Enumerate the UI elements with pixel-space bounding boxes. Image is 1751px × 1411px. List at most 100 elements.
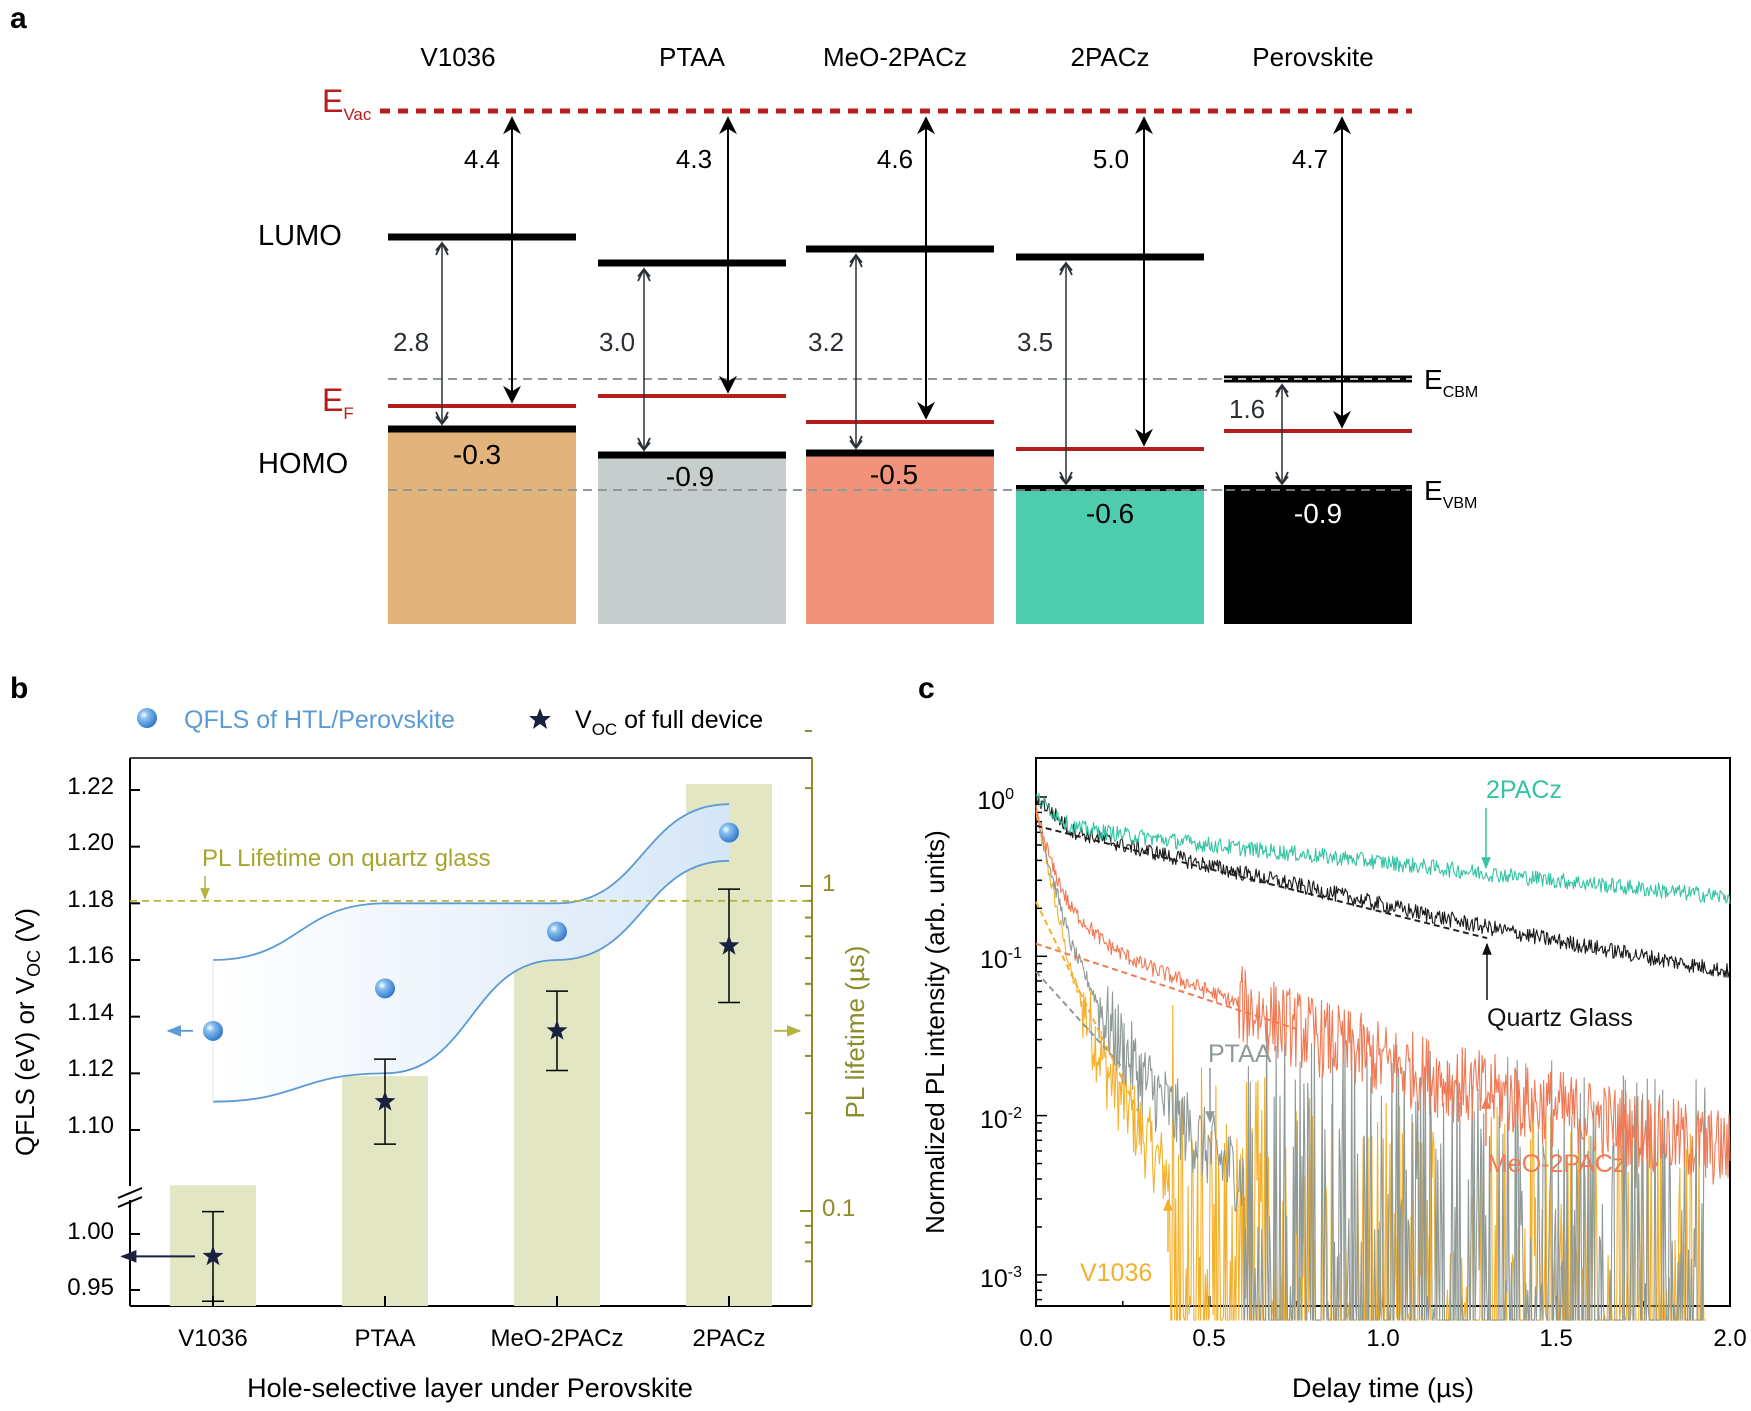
- band-box-v1036: [388, 428, 576, 624]
- fit-ptaa: [1035, 971, 1124, 1069]
- trace-label-2pacz: 2PACz: [1486, 776, 1562, 804]
- category-label-2pacz: 2PACz: [693, 1325, 766, 1352]
- pl-quartz-label: PL Lifetime on quartz glass: [202, 845, 491, 872]
- y-tick-10e0: 100: [977, 786, 1014, 815]
- y-tick-10e-1: 10-1: [980, 945, 1022, 974]
- right-tick-0-1: 0.1: [822, 1195, 855, 1222]
- panel-c-plot-area: [1035, 793, 1731, 1321]
- legend-qfls-text: QFLS of HTL/Perovskite: [184, 706, 455, 734]
- fit-meo-2pacz: [1035, 942, 1297, 1030]
- trace-label-quartz: Quartz Glass: [1487, 1004, 1633, 1032]
- panel-a: a V1036 PTAA MeO-2PACz 2PACz Perovskite …: [10, 2, 1478, 624]
- panel-b-left-axis-title: QFLS (eV) or VOC (V): [10, 908, 44, 1156]
- qfls-marker: [719, 822, 739, 843]
- ef-label: EF: [322, 382, 354, 423]
- left-tick-1-10: 1.10: [67, 1112, 114, 1139]
- wf-value-ptaa: 4.3: [676, 144, 712, 174]
- fit-v1036: [1035, 901, 1141, 1117]
- band-box-perovskite: [1224, 488, 1412, 624]
- x-tick-2-0: 2.0: [1713, 1325, 1746, 1352]
- trace-2pacz: [1035, 793, 1731, 904]
- trace-label-meo: MeO-2PACz: [1487, 1150, 1625, 1178]
- left-tick-0-95: 0.95: [67, 1274, 114, 1301]
- ecbm-label: ECBM: [1424, 364, 1478, 401]
- panel-b-x-axis-title: Hole-selective layer under Perovskite: [247, 1373, 693, 1403]
- evac-label: EVac: [322, 83, 372, 124]
- x-tick-1-5: 1.5: [1539, 1325, 1572, 1352]
- category-label-meo-2pacz: MeO-2PACz: [491, 1325, 624, 1352]
- wf-value-2pacz: 5.0: [1093, 144, 1129, 174]
- panel-c-label: c: [918, 672, 935, 705]
- x-tick-0-5: 0.5: [1192, 1325, 1225, 1352]
- voc-star-marker: [546, 1019, 568, 1040]
- trace-label-ptaa: PTAA: [1208, 1040, 1272, 1068]
- left-tick-1-14: 1.14: [67, 999, 114, 1026]
- qfls-band-lower: [212, 859, 730, 1103]
- qfls-marker: [547, 921, 567, 942]
- gap-value-meo-2pacz: 3.2: [808, 327, 844, 357]
- voc-star-marker: [202, 1245, 224, 1266]
- gap-value-v1036: 2.8: [393, 327, 429, 357]
- voc-star-marker: [718, 934, 740, 955]
- lumo-label: LUMO: [258, 220, 342, 252]
- band-box-meo-2pacz: [806, 454, 994, 624]
- panel-c-y-axis-title: Normalized PL intensity (arb. units): [920, 830, 950, 1234]
- y-tick-10e-3: 10-3: [980, 1264, 1022, 1293]
- material-label-2pacz: 2PACz: [1071, 42, 1150, 72]
- panel-c-x-axis-title: Delay time (µs): [1292, 1373, 1474, 1403]
- x-tick-0-0: 0.0: [1019, 1325, 1052, 1352]
- lifetime-bar: [514, 908, 600, 1306]
- offset-value-perovskite: -0.9: [1294, 498, 1342, 529]
- legend-voc-marker: [529, 708, 551, 729]
- voc-star-marker: [374, 1090, 396, 1111]
- offset-value-ptaa: -0.9: [666, 461, 714, 492]
- axis-break-mark-1: [117, 1187, 143, 1199]
- material-label-ptaa: PTAA: [659, 42, 726, 72]
- panel-b-label: b: [10, 672, 28, 705]
- homo-label: HOMO: [258, 448, 348, 480]
- wf-value-v1036: 4.4: [464, 144, 500, 174]
- evbm-label: EVBM: [1424, 475, 1477, 512]
- left-tick-1-20: 1.20: [67, 829, 114, 856]
- qfls-band-upper: [212, 803, 730, 961]
- trace-meo-2pacz: [1035, 804, 1731, 1185]
- wf-value-meo-2pacz: 4.6: [877, 144, 913, 174]
- axis-break-mark-2: [117, 1196, 143, 1208]
- material-label-v1036: V1036: [420, 42, 495, 72]
- offset-value-2pacz: -0.6: [1086, 498, 1134, 529]
- right-tick-1: 1: [822, 870, 835, 897]
- gap-value-perovskite: 1.6: [1229, 394, 1265, 424]
- legend-qfls-marker: [137, 708, 157, 728]
- material-label-meo-2pacz: MeO-2PACz: [823, 42, 967, 72]
- left-tick-1-16: 1.16: [67, 942, 114, 969]
- trace-label-v1036: V1036: [1080, 1259, 1152, 1287]
- material-label-perovskite: Perovskite: [1252, 42, 1373, 72]
- panel-c: c 0.0 0.5 1.0 1.5 2.0 100 10-1 10-2 10-3…: [918, 672, 1747, 1403]
- wf-value-perovskite: 4.7: [1292, 144, 1328, 174]
- panel-b: b QFLS of HTL/Perovskite VOC of full dev…: [10, 672, 870, 1403]
- band-box-ptaa: [598, 454, 786, 624]
- legend-voc-text: VOC of full device: [575, 706, 763, 739]
- qfls-band: [213, 804, 729, 1102]
- trace-quartz-glass: [1035, 793, 1731, 978]
- left-tick-1-12: 1.12: [67, 1055, 114, 1082]
- left-tick-1-22: 1.22: [67, 773, 114, 800]
- band-box-2pacz: [1016, 488, 1204, 624]
- gap-value-2pacz: 3.5: [1017, 327, 1053, 357]
- category-label-v1036: V1036: [178, 1325, 247, 1352]
- y-tick-10e-2: 10-2: [980, 1105, 1022, 1134]
- offset-value-meo-2pacz: -0.5: [870, 459, 918, 490]
- fit-quartz: [1035, 824, 1488, 940]
- qfls-marker: [203, 1020, 223, 1041]
- trace-ptaa: [1035, 805, 1707, 1321]
- gap-value-ptaa: 3.0: [599, 327, 635, 357]
- panel-b-right-axis-title: PL lifetime (µs): [840, 946, 870, 1119]
- panel-a-label: a: [10, 2, 27, 35]
- panel-b-plot-area: [120, 729, 812, 1306]
- category-label-ptaa: PTAA: [355, 1325, 416, 1352]
- left-tick-1-18: 1.18: [67, 886, 114, 913]
- qfls-marker: [375, 978, 395, 999]
- lifetime-bar: [686, 784, 772, 1306]
- offset-value-v1036: -0.3: [453, 439, 501, 470]
